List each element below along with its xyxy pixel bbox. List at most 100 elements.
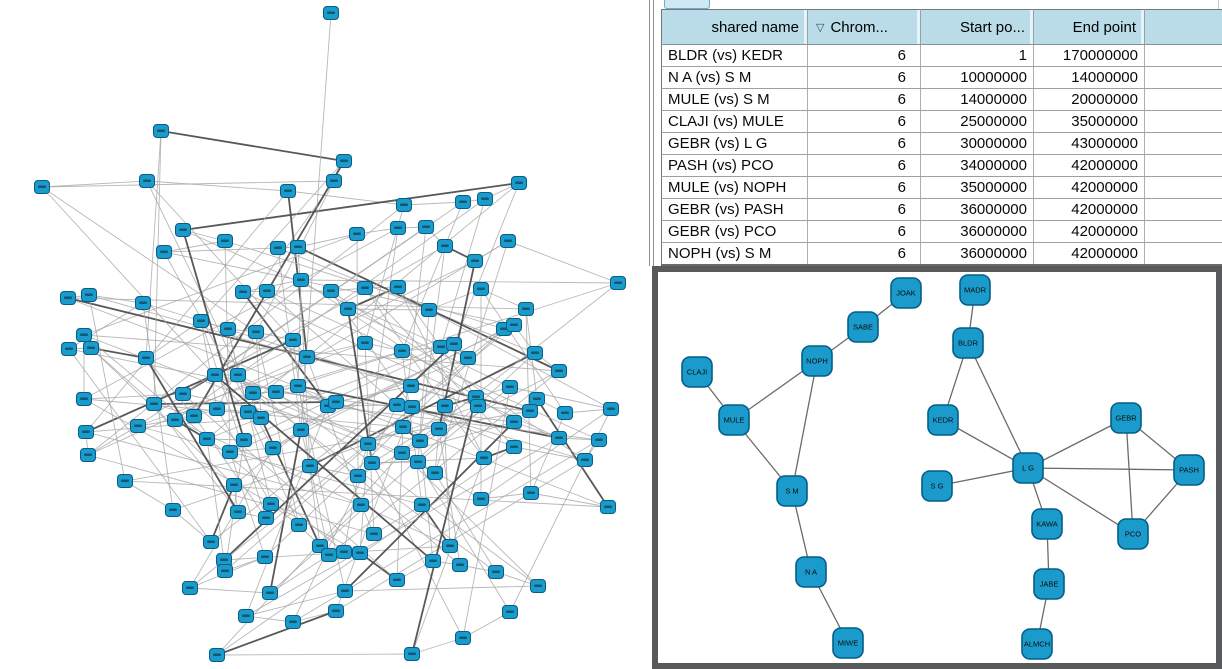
network-node[interactable] <box>530 579 546 593</box>
network-node[interactable] <box>396 198 412 212</box>
network-node[interactable] <box>323 6 339 20</box>
node-L G[interactable]: L G <box>1012 452 1044 484</box>
network-node[interactable] <box>323 284 339 298</box>
node-PCO[interactable]: PCO <box>1117 518 1149 550</box>
network-node[interactable] <box>193 314 209 328</box>
table-row[interactable]: NOPH (vs) S M636000000420000009.9 <box>661 242 1222 266</box>
network-node[interactable] <box>175 387 191 401</box>
network-node[interactable] <box>199 432 215 446</box>
network-view-filtered[interactable]: JOAK MADR SABE BLDR NOPH CLAJI KEDR GEBR MULE L G… <box>658 272 1216 663</box>
network-node[interactable] <box>175 223 191 237</box>
network-node[interactable] <box>238 609 254 623</box>
table-row[interactable]: CLAJI (vs) MULE625000000350000005.9 <box>661 110 1222 133</box>
node-ALMCH[interactable]: ALMCH <box>1021 628 1053 660</box>
network-node[interactable] <box>390 221 406 235</box>
network-node[interactable] <box>404 400 420 414</box>
network-node[interactable] <box>328 604 344 618</box>
network-node[interactable] <box>139 174 155 188</box>
table-row[interactable]: MULE (vs) NOPH6350000004200000010.5 <box>661 176 1222 199</box>
network-node[interactable] <box>76 392 92 406</box>
network-node[interactable] <box>467 254 483 268</box>
network-node[interactable] <box>61 342 77 356</box>
network-node[interactable] <box>220 322 236 336</box>
network-node[interactable] <box>389 573 405 587</box>
node-CLAJI[interactable]: CLAJI <box>681 356 713 388</box>
network-edge-BLDR-L G[interactable] <box>967 342 1029 469</box>
network-node[interactable] <box>502 605 518 619</box>
network-node[interactable] <box>473 282 489 296</box>
network-node[interactable] <box>328 395 344 409</box>
network-node[interactable] <box>226 478 242 492</box>
node-N A[interactable]: N A <box>795 556 827 588</box>
table-row[interactable]: GEBR (vs) L G6300000004300000016.9 <box>661 132 1222 155</box>
network-node[interactable] <box>551 364 567 378</box>
network-node[interactable] <box>186 409 202 423</box>
network-node[interactable] <box>437 239 453 253</box>
network-node[interactable] <box>390 280 406 294</box>
network-node[interactable] <box>230 505 246 519</box>
network-node[interactable] <box>265 441 281 455</box>
network-node[interactable] <box>280 184 296 198</box>
network-node[interactable] <box>80 448 96 462</box>
network-node[interactable] <box>418 220 434 234</box>
network-node[interactable] <box>476 451 492 465</box>
node-PASH[interactable]: PASH <box>1173 454 1205 486</box>
panel-splitter[interactable] <box>649 0 654 266</box>
table-row[interactable]: MULE (vs) S M614000000200000007.5 <box>661 88 1222 111</box>
node-NOPH[interactable]: NOPH <box>801 345 833 377</box>
network-node[interactable] <box>527 346 543 360</box>
network-node[interactable] <box>60 291 76 305</box>
node-MADR[interactable]: MADR <box>959 274 991 306</box>
network-node[interactable] <box>336 545 352 559</box>
table-row[interactable]: GEBR (vs) PCO636000000420000008.4 <box>661 220 1222 243</box>
network-view-main[interactable] <box>0 0 648 669</box>
network-node[interactable] <box>34 180 50 194</box>
network-node[interactable] <box>236 433 252 447</box>
network-node[interactable] <box>488 565 504 579</box>
network-node[interactable] <box>425 554 441 568</box>
network-node[interactable] <box>364 456 380 470</box>
network-node[interactable] <box>253 411 269 425</box>
network-node[interactable] <box>431 422 447 436</box>
table-row[interactable]: PASH (vs) PCO6340000004200000011.4 <box>661 154 1222 177</box>
network-node[interactable] <box>360 437 376 451</box>
network-node[interactable] <box>299 350 315 364</box>
network-node[interactable] <box>262 586 278 600</box>
node-S G[interactable]: S G <box>921 470 953 502</box>
node-GEBR[interactable]: GEBR <box>1110 402 1142 434</box>
network-node[interactable] <box>156 245 172 259</box>
network-node[interactable] <box>340 302 356 316</box>
column-header-start-position[interactable]: Start po... <box>920 9 1034 45</box>
network-node[interactable] <box>135 296 151 310</box>
network-node[interactable] <box>403 379 419 393</box>
column-header-genetic-distance[interactable]: Genetic... <box>1144 9 1222 45</box>
network-node[interactable] <box>245 386 261 400</box>
node-KEDR[interactable]: KEDR <box>927 404 959 436</box>
network-node[interactable] <box>427 466 443 480</box>
network-node[interactable] <box>394 446 410 460</box>
network-node[interactable] <box>395 420 411 434</box>
column-header-chromosome[interactable]: ▽ Chrom... <box>807 9 921 45</box>
network-node[interactable] <box>352 546 368 560</box>
network-node[interactable] <box>506 318 522 332</box>
node-MULE[interactable]: MULE <box>718 404 750 436</box>
network-node[interactable] <box>477 192 493 206</box>
network-node[interactable] <box>529 392 545 406</box>
network-node[interactable] <box>460 351 476 365</box>
network-node[interactable] <box>389 398 405 412</box>
node-JABE[interactable]: JABE <box>1033 568 1065 600</box>
network-node[interactable] <box>222 445 238 459</box>
network-node[interactable] <box>165 503 181 517</box>
network-node[interactable] <box>146 397 162 411</box>
network-node[interactable] <box>83 341 99 355</box>
network-node[interactable] <box>442 539 458 553</box>
table-row[interactable]: GEBR (vs) PASH636000000420000008.9 <box>661 198 1222 221</box>
column-header-end-position[interactable]: End point <box>1033 9 1145 45</box>
network-node[interactable] <box>404 647 420 661</box>
network-node[interactable] <box>235 285 251 299</box>
network-node[interactable] <box>285 333 301 347</box>
node-KAWA[interactable]: KAWA <box>1031 508 1063 540</box>
network-edge-GEBR-L G[interactable] <box>1027 417 1127 469</box>
network-node[interactable] <box>511 176 527 190</box>
network-node[interactable] <box>473 492 489 506</box>
